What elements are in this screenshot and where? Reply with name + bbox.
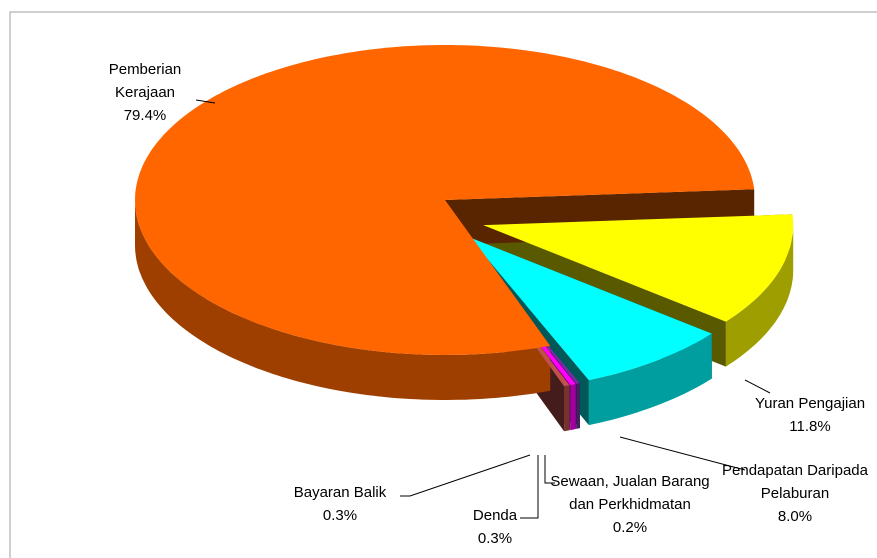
slice-side	[570, 384, 576, 431]
category-name: Pemberian Kerajaan	[108, 61, 182, 101]
leader	[195, 99, 216, 104]
slice-side	[135, 200, 551, 400]
slice	[469, 237, 712, 381]
leader	[400, 454, 531, 497]
slice-side	[576, 383, 580, 429]
leader	[520, 455, 539, 519]
leader	[544, 455, 555, 484]
percent-label: 79.4%	[123, 107, 167, 124]
category-name: Yuran Pengajian	[754, 395, 866, 412]
category-name: Denda	[472, 507, 518, 524]
percent-label: 0.3%	[477, 530, 513, 547]
slice-side	[588, 333, 712, 426]
data-label: Bayaran Balik 0.3%	[265, 481, 415, 527]
percent-label: 8.0%	[777, 508, 813, 525]
data-label: Pendapatan Daripada Pelaburan 8.0%	[705, 459, 877, 528]
leader	[744, 379, 771, 394]
category-name: Sewaan, Jualan Barang dan Perkhidmatan	[550, 473, 710, 513]
pie	[135, 45, 794, 432]
leader	[619, 436, 746, 471]
percent-label: 0.3%	[322, 507, 358, 524]
data-label: Denda 0.3%	[440, 504, 550, 550]
percent-label: 0.2%	[612, 519, 648, 536]
category-name: Pendapatan Daripada Pelaburan	[722, 462, 868, 502]
slice-side	[564, 385, 570, 432]
slice	[135, 45, 755, 355]
slice	[483, 214, 794, 322]
percent-label: 11.8%	[789, 418, 831, 435]
category-name: Bayaran Balik	[293, 484, 387, 501]
slice-side	[725, 225, 794, 367]
data-label: Sewaan, Jualan Barang dan Perkhidmatan 0.…	[545, 470, 715, 539]
frame	[9, 11, 877, 558]
data-label: Yuran Pengajian 11.8%	[735, 392, 877, 438]
data-label: Pemberian Kerajaan 79.4%	[85, 58, 205, 127]
leader-lines	[195, 99, 771, 519]
